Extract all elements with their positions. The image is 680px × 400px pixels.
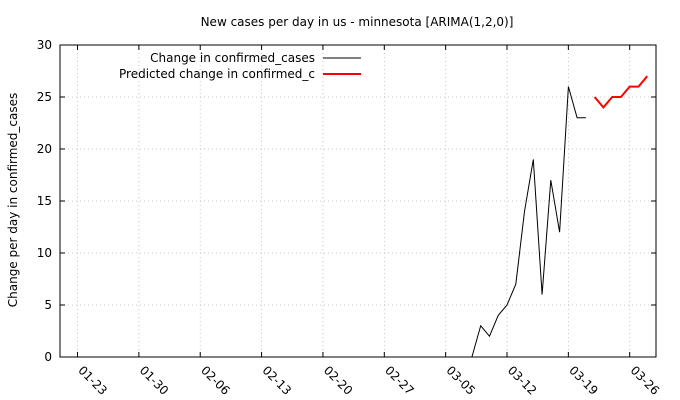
y-tick-label: 20 bbox=[37, 142, 52, 156]
y-axis-label: Change per day in confirmed_cases bbox=[6, 93, 20, 308]
y-tick-label: 10 bbox=[37, 246, 52, 260]
x-tick-label: 03-19 bbox=[566, 363, 601, 398]
plot-frame bbox=[59, 44, 657, 358]
y-tick-label: 0 bbox=[44, 350, 52, 364]
chart-title: New cases per day in us - minnesota [ARI… bbox=[201, 15, 514, 29]
x-tick-label: 01-30 bbox=[137, 363, 172, 398]
y-tick-label: 30 bbox=[37, 38, 52, 52]
legend-label: Predicted change in confirmed_c bbox=[119, 67, 315, 81]
x-tick-label: 03-12 bbox=[505, 363, 540, 398]
y-tick-label: 5 bbox=[44, 298, 52, 312]
legend-label: Change in confirmed_cases bbox=[150, 51, 315, 65]
series-lines bbox=[471, 75, 648, 358]
x-tick-label: 01-23 bbox=[75, 363, 110, 398]
grid bbox=[60, 45, 656, 357]
y-tick-label: 25 bbox=[37, 90, 52, 104]
legend: Change in confirmed_cases Predicted chang… bbox=[119, 51, 361, 81]
x-tick-label: 02-27 bbox=[382, 363, 417, 398]
series-line-1 bbox=[471, 86, 586, 358]
x-tick-label: 02-06 bbox=[198, 363, 233, 398]
x-tick-label: 02-20 bbox=[321, 363, 356, 398]
series-line-2 bbox=[593, 75, 648, 109]
x-tick-label: 03-26 bbox=[628, 363, 663, 398]
y-tick-label: 15 bbox=[37, 194, 52, 208]
x-tick-label: 02-13 bbox=[259, 363, 294, 398]
x-tick-label: 03-05 bbox=[444, 363, 479, 398]
